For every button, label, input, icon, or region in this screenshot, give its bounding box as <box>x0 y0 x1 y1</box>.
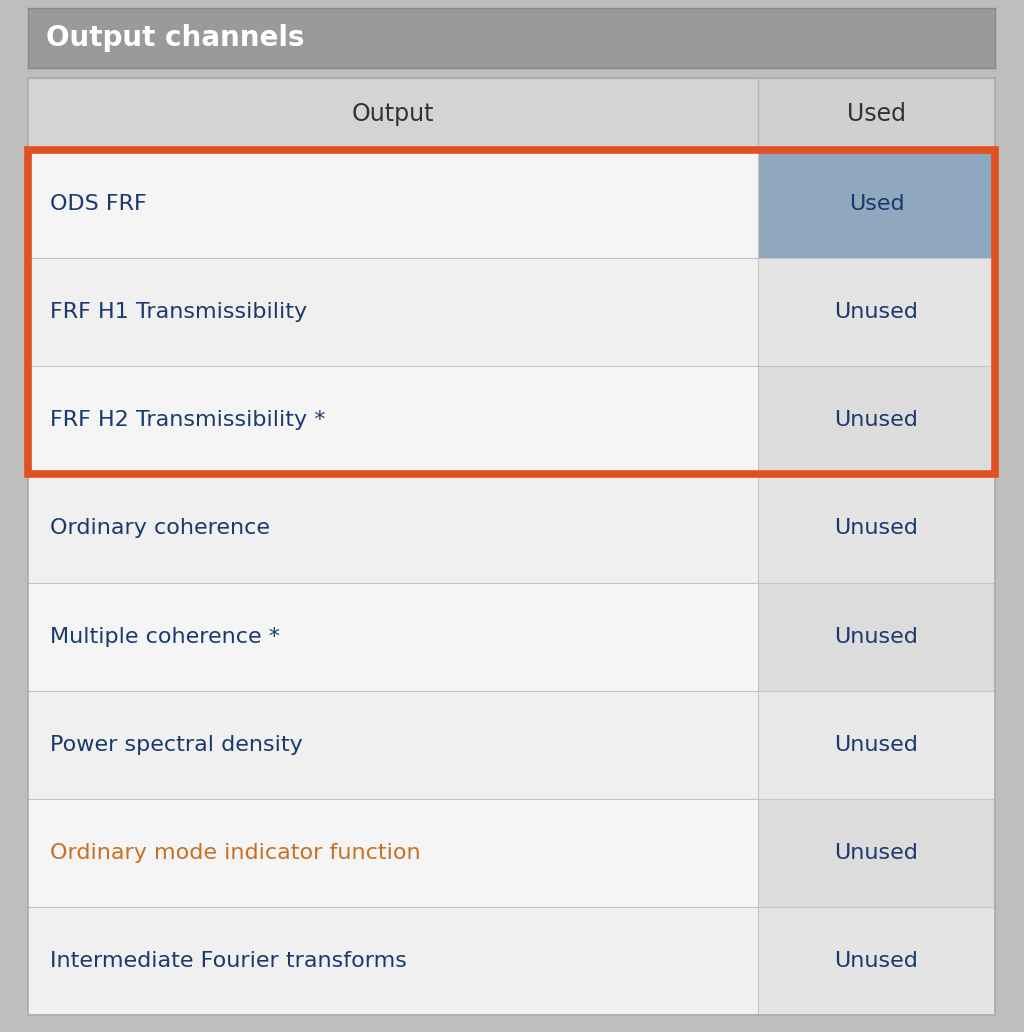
Text: Intermediate Fourier transforms: Intermediate Fourier transforms <box>50 950 407 971</box>
Text: Unused: Unused <box>835 843 919 863</box>
Text: FRF H2 Transmissibility *: FRF H2 Transmissibility * <box>50 411 326 430</box>
Text: Output channels: Output channels <box>46 24 304 52</box>
Text: Multiple coherence *: Multiple coherence * <box>50 626 280 647</box>
Text: Ordinary coherence: Ordinary coherence <box>50 518 270 539</box>
Bar <box>28 150 995 475</box>
Text: FRF H1 Transmissibility: FRF H1 Transmissibility <box>50 302 307 322</box>
Bar <box>28 475 758 582</box>
Bar <box>758 475 995 582</box>
Text: Unused: Unused <box>835 735 919 754</box>
Bar <box>758 690 995 799</box>
Text: Unused: Unused <box>835 518 919 539</box>
Text: Unused: Unused <box>835 626 919 647</box>
Bar <box>28 150 758 258</box>
Bar <box>28 258 758 366</box>
Text: Used: Used <box>849 194 904 214</box>
Bar <box>28 78 758 150</box>
Text: Unused: Unused <box>835 411 919 430</box>
Bar <box>758 582 995 690</box>
Bar <box>758 366 995 475</box>
Bar <box>758 150 995 258</box>
Bar <box>28 582 758 690</box>
Text: Used: Used <box>847 102 906 126</box>
Text: Ordinary mode indicator function: Ordinary mode indicator function <box>50 843 421 863</box>
Bar <box>28 907 758 1015</box>
Text: Output: Output <box>352 102 434 126</box>
Text: Unused: Unused <box>835 302 919 322</box>
Text: ODS FRF: ODS FRF <box>50 194 146 214</box>
Text: Power spectral density: Power spectral density <box>50 735 303 754</box>
Bar <box>28 799 758 907</box>
Bar <box>758 799 995 907</box>
Bar <box>28 690 758 799</box>
Bar <box>28 366 758 475</box>
Bar <box>28 8 995 68</box>
Bar <box>758 258 995 366</box>
Text: Unused: Unused <box>835 950 919 971</box>
Bar <box>28 68 995 78</box>
Bar <box>758 78 995 150</box>
Bar <box>758 907 995 1015</box>
